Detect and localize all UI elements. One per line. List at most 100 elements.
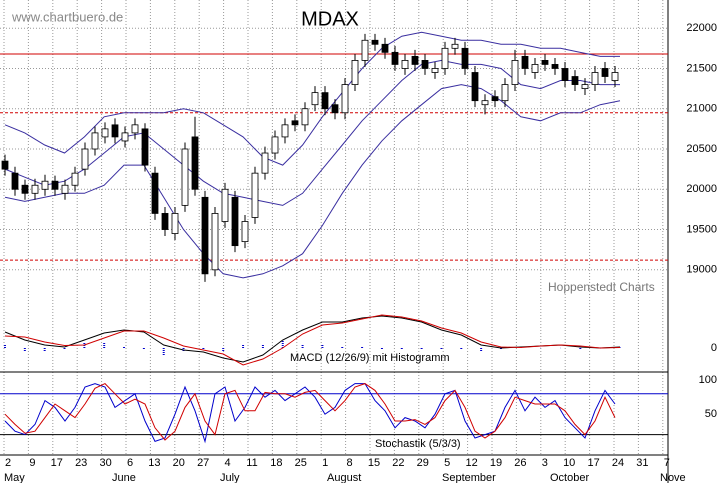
x-tick-label: 12	[465, 457, 477, 469]
candle-body	[91, 132, 99, 150]
candle-body	[461, 47, 469, 69]
month-label: Nove	[660, 472, 686, 483]
candle-body	[371, 39, 379, 45]
stochastic-line	[4, 382, 616, 441]
candle-body	[261, 152, 269, 174]
watermark: www.chartbuero.de	[11, 9, 123, 24]
candle-body	[571, 76, 579, 85]
candle-body	[391, 51, 399, 65]
x-tick-label: 3	[542, 457, 548, 469]
month-label: September	[442, 472, 496, 483]
y-tick-label: 19000	[686, 264, 717, 276]
candle-body	[311, 92, 319, 106]
band-upper	[4, 31, 620, 166]
candle-body	[151, 172, 159, 214]
candle-body	[501, 84, 509, 102]
candle-body	[431, 68, 439, 73]
x-tick-label: 1	[322, 457, 328, 469]
macd-title: MACD (12/26/9) mit Histogramm	[290, 352, 450, 364]
candle-body	[521, 55, 529, 69]
x-tick-label: 24	[612, 457, 624, 469]
candle-body	[611, 72, 619, 81]
candle-body	[161, 213, 169, 230]
candle-body	[291, 120, 299, 126]
candle-body	[471, 72, 479, 102]
candle-body	[81, 148, 89, 170]
candle-body	[271, 136, 279, 154]
candle-body	[211, 213, 219, 271]
candle-body	[581, 84, 589, 89]
candle-body	[511, 60, 519, 85]
candle-body	[241, 221, 249, 243]
x-tick-label: 9	[29, 457, 35, 469]
y-tick-label: 21500	[686, 62, 717, 74]
month-label: May	[4, 472, 25, 483]
macd-line	[4, 314, 621, 366]
candle-body	[331, 104, 339, 114]
candle-body	[351, 60, 359, 85]
x-tick-label: 23	[75, 457, 87, 469]
candle-body	[181, 148, 189, 206]
candle-body	[71, 172, 79, 186]
y-tick-label: 21000	[686, 103, 717, 115]
candle-body	[561, 68, 569, 81]
band-lower	[4, 84, 621, 279]
x-tick-label: 27	[197, 457, 209, 469]
x-tick-label: 19	[490, 457, 502, 469]
month-label: June	[112, 472, 136, 483]
x-tick-label: 31	[636, 457, 648, 469]
y-tick-label: 100	[699, 374, 717, 386]
candle-body	[131, 124, 139, 134]
candle-body	[401, 60, 409, 69]
candle-body	[451, 43, 459, 49]
x-tick-label: 8	[347, 457, 353, 469]
y-tick-label: 50	[705, 408, 717, 420]
candle-body	[231, 196, 239, 247]
candle-body	[111, 124, 119, 138]
candle-body	[601, 68, 609, 77]
candle-body	[541, 60, 549, 65]
candle-body	[191, 136, 199, 190]
y-tick-label: 0	[711, 342, 717, 354]
source-label: Hoppenstedt Charts	[548, 280, 655, 294]
candle-body	[51, 180, 59, 190]
x-tick-label: 17	[51, 457, 63, 469]
candle-body	[61, 184, 69, 194]
candle-body	[321, 92, 329, 110]
candle-body	[201, 196, 209, 275]
candle-body	[301, 108, 309, 126]
x-tick-label: 25	[295, 457, 307, 469]
x-tick-label: 2	[5, 457, 11, 469]
candle-body	[591, 72, 599, 85]
candle-body	[441, 47, 449, 69]
x-tick-label: 5	[444, 457, 450, 469]
x-tick-label: 4	[225, 457, 231, 469]
candle-body	[41, 180, 49, 190]
x-tick-label: 30	[99, 457, 111, 469]
candle-body	[411, 55, 419, 65]
x-tick-label: 13	[148, 457, 160, 469]
stochastic-line	[4, 383, 616, 444]
chart-title: MDAX	[301, 8, 359, 30]
candle-body	[361, 39, 369, 61]
candle-body	[421, 60, 429, 69]
x-tick-label: 6	[127, 457, 133, 469]
x-tick-label: 18	[270, 457, 282, 469]
candle-body	[251, 172, 259, 218]
x-tick-label: 20	[173, 457, 185, 469]
x-tick-label: 17	[587, 457, 599, 469]
x-tick-label: 15	[368, 457, 380, 469]
candle-body	[341, 84, 349, 114]
candle-body	[141, 128, 149, 166]
x-tick-label: 11	[246, 457, 257, 469]
candle-body	[101, 128, 109, 138]
stochastic-title: Stochastik (5/3/3)	[375, 438, 461, 450]
candle-body	[31, 184, 39, 194]
y-tick-label: 20000	[686, 183, 717, 195]
y-tick-label: 19500	[686, 223, 717, 235]
candle-body	[1, 160, 9, 170]
candle-body	[481, 100, 489, 106]
month-label: July	[220, 472, 240, 483]
candle-body	[171, 213, 179, 234]
